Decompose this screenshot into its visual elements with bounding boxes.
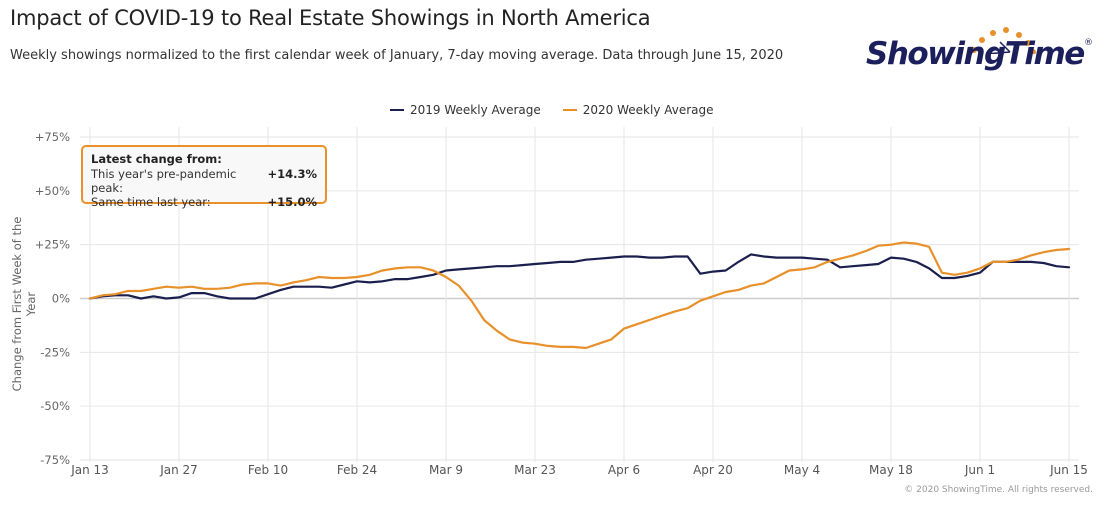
- x-tick-label: Jun 15: [1049, 463, 1088, 477]
- y-tick-label: +75%: [35, 130, 70, 144]
- y-tick-label: -50%: [40, 399, 70, 413]
- x-tick-label: Jun 1: [964, 463, 995, 477]
- chart-title: Impact of COVID-19 to Real Estate Showin…: [10, 6, 651, 30]
- series-line-2019: [88, 253, 1071, 300]
- showingtime-logo: ShowingTime ®: [858, 14, 1098, 84]
- y-tick-label: 0%: [52, 292, 70, 306]
- x-tick-label: Mar 23: [514, 463, 556, 477]
- registered-mark: ®: [1084, 38, 1093, 48]
- x-tick-label: Feb 24: [337, 463, 377, 477]
- legend-label-2020: 2020 Weekly Average: [582, 103, 714, 117]
- infobox-label-peak: This year's pre-pandemic peak:: [91, 167, 237, 195]
- y-tick-label: -75%: [40, 453, 70, 467]
- x-tick-label: May 4: [784, 463, 820, 477]
- latest-change-infobox: Latest change from: This year's pre-pand…: [81, 145, 327, 209]
- legend-item-2019[interactable]: 2019 Weekly Average: [390, 103, 541, 117]
- legend-swatch-2019: [390, 109, 404, 111]
- x-tick-label: Apr 20: [693, 463, 733, 477]
- infobox-value-last-year: +15.0%: [267, 195, 317, 209]
- y-tick-label: -25%: [40, 345, 70, 359]
- legend-swatch-2020: [562, 109, 577, 111]
- clock-dots-icon: [971, 27, 1036, 54]
- x-tick-label: Feb 10: [248, 463, 288, 477]
- x-tick-label: Jan 27: [159, 463, 198, 477]
- logo-wordmark: ShowingTime: [866, 36, 1085, 72]
- x-tick-label: Apr 6: [608, 463, 640, 477]
- infobox-heading: Latest change from:: [91, 152, 222, 166]
- x-tick-label: May 18: [869, 463, 913, 477]
- x-tick-label: Mar 9: [429, 463, 463, 477]
- y-tick-label: +25%: [35, 238, 70, 252]
- chart-subtitle: Weekly showings normalized to the first …: [10, 48, 784, 63]
- infobox-label-last-year: Same time last year:: [91, 195, 211, 209]
- legend-item-2020[interactable]: 2020 Weekly Average: [562, 103, 714, 117]
- y-tick-label: +50%: [35, 184, 70, 198]
- legend-label-2019: 2019 Weekly Average: [410, 103, 541, 117]
- infobox-row-last-year: Same time last year: +15.0%: [91, 195, 317, 209]
- copyright-credit: © 2020 ShowingTime. All rights reserved.: [904, 485, 1093, 495]
- chart-legend: 2019 Weekly Average 2020 Weekly Average: [390, 103, 714, 117]
- infobox-row-peak: This year's pre-pandemic peak: +14.3%: [91, 167, 317, 195]
- x-tick-label: Jan 13: [70, 463, 109, 477]
- series-line-2020: [88, 241, 1071, 350]
- infobox-value-peak: +14.3%: [267, 167, 317, 181]
